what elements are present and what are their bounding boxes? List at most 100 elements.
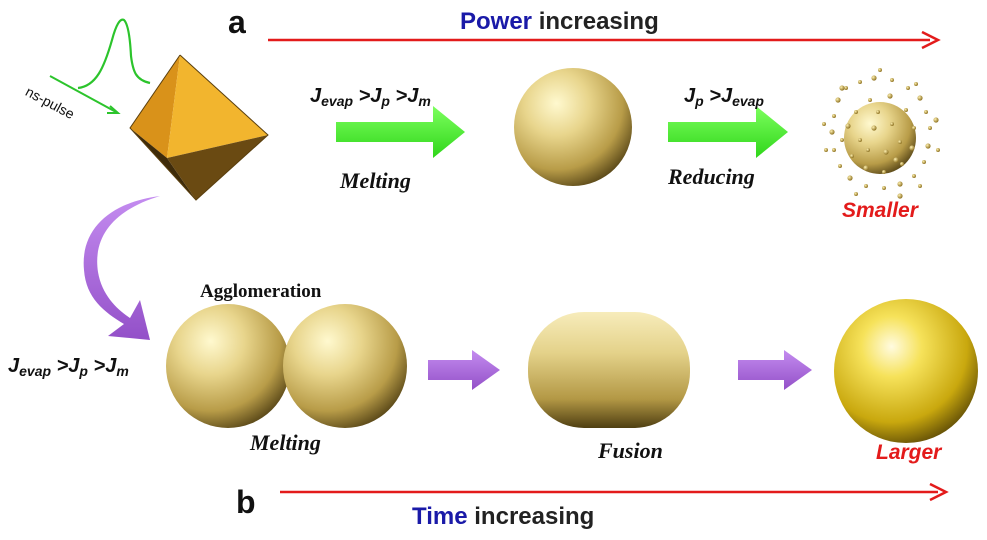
ejected-particle [890,78,894,82]
smaller-sphere [822,68,940,199]
step-reducing: Reducing [668,164,755,189]
ejected-particle [883,149,889,155]
cond-sub: p [695,93,704,109]
ejected-particle [876,110,880,114]
cond-sub: p [381,93,390,109]
octahedron-particle [129,54,269,201]
panel-label-a: a [228,4,246,40]
ejected-particle [863,165,869,171]
melted-sphere [514,68,632,186]
ejected-particle [897,181,903,187]
cond-j: J [105,355,117,377]
result-smaller: Smaller [842,199,918,222]
ejected-particle [835,97,841,103]
cond-sub: m [116,363,129,379]
ejected-particle [840,138,844,142]
ejected-particle [922,160,926,164]
cond-j: J [407,85,419,107]
ejected-particle [918,184,922,188]
ejected-particles [822,68,940,199]
ejected-particle [829,129,835,135]
ejected-particle [917,95,923,101]
cond-j: J [684,85,696,107]
ejected-particle [936,148,940,152]
cond-sub: evap [321,93,354,109]
agglomeration-label: Agglomeration [200,281,322,302]
ejected-particle [858,80,862,84]
cond-j: J [720,85,733,107]
ejected-particle [824,148,828,152]
larger-sphere [834,299,978,443]
panel-label-b: b [236,484,256,520]
ejected-particle [904,108,908,112]
ejected-particle [847,175,853,181]
step-melting-top: Melting [340,168,411,193]
condition-bottom: Jevap >Jp >Jm [8,355,129,379]
ejected-particle [898,140,902,144]
ejected-particle [844,86,848,90]
condition-top-2: Jp >Jevap [684,85,764,109]
purple-curved-arrow [83,196,160,340]
ejected-particle [912,174,916,178]
ejected-particle [871,75,877,81]
power-heading: Power increasing [460,10,659,34]
cond-j: J [68,355,80,377]
step-melting-bottom: Melting [250,430,321,455]
ejected-particle [822,122,826,126]
time-arrow [280,482,949,502]
ejected-particle [832,114,836,118]
power-heading-rest: increasing [538,8,659,35]
ejected-particle [882,170,886,174]
ejected-particle [864,184,868,188]
ejected-particle [871,125,877,131]
pulse-icon [49,18,151,114]
ejected-particle [832,148,836,152]
time-heading-highlight: Time [412,503,468,530]
cond-sub: evap [732,93,764,109]
cond-j: J [370,85,382,107]
cond-sub: m [418,93,431,109]
purple-arrow-1 [428,350,500,390]
ejected-particle [893,157,899,163]
sphere-left [166,304,290,428]
fused-capsule [528,312,690,428]
ejected-particle [878,68,882,72]
ejected-particle [850,154,854,158]
ejected-particle [866,148,870,152]
ejected-particle [925,143,931,149]
power-heading-highlight: Power [460,8,533,35]
ejected-particle [909,145,915,151]
cond-j: J [310,85,322,107]
condition-top-1: Jevap >Jp >Jm [310,85,431,109]
result-larger: Larger [876,441,942,464]
power-arrow [268,30,941,50]
ejected-particle [882,186,886,190]
ejected-particle [933,117,939,123]
purple-arrow-2 [738,350,812,390]
ejected-particle [900,162,904,166]
time-heading: Time increasing [412,505,594,529]
green-arrow-1 [336,106,465,158]
ejected-particle [858,138,862,142]
time-heading-rest: increasing [474,503,595,530]
cond-sub: evap [19,363,52,379]
ejected-particle [897,193,903,199]
green-arrow-2 [668,106,788,158]
ejected-particle [890,122,894,126]
ejected-particle [854,110,858,114]
ejected-particle [912,126,916,130]
ejected-particle [924,110,928,114]
ejected-particle [928,126,932,130]
ejected-particle [887,93,893,99]
sphere-right [283,304,407,428]
cond-sub: p [79,363,88,379]
ejected-particle [838,164,842,168]
ejected-particle [854,192,858,196]
ejected-particle [845,123,851,129]
ejected-particle [906,86,910,90]
ejected-particle [868,98,872,102]
ejected-particle [839,85,845,91]
cond-j: J [8,355,20,377]
